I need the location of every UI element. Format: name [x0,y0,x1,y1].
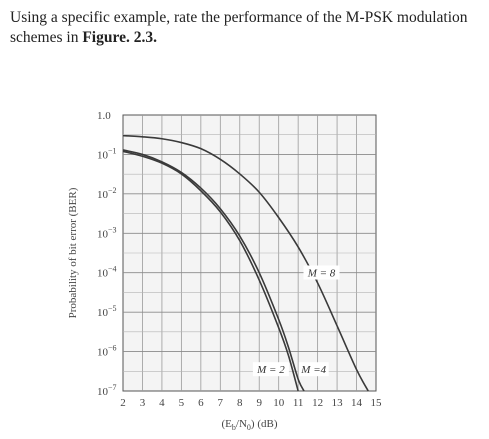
x-tick-label: 9 [256,397,262,409]
label-m4: M =4 [300,364,326,376]
question-line-2: schemes in Figure. 2.3. [10,28,480,48]
y-tick-label: 10−7 [97,383,117,398]
label-m2: M = 2 [256,364,285,376]
y-tick-label: 1.0 [97,110,111,122]
x-tick-label: 13 [332,397,344,409]
question-text: Using a specific example, rate the perfo… [10,8,480,48]
label-m4-bg [298,362,329,377]
label-m8: M = 8 [307,267,336,279]
series-line-m2 [122,150,299,392]
x-tick-label: 10 [273,397,285,409]
y-tick-label: 10−6 [97,344,117,359]
y-tick-label: 10−4 [97,265,117,280]
x-tick-label: 6 [198,397,204,409]
grid [123,115,376,391]
y-tick-labels: 1.0 10−1 10−2 10−3 10−4 10−5 10−6 10−7 [97,110,117,398]
x-tick-label: 12 [312,397,323,409]
y-tick-label: 10−2 [97,186,117,201]
label-m2-bg [252,362,289,377]
x-tick-labels: 2 3 4 5 6 7 8 9 10 11 12 13 14 15 [120,397,382,409]
series-line-m8 [122,134,369,392]
x-tick-label: 8 [237,397,243,409]
series-line-m4 [122,149,305,392]
x-tick-label: 5 [179,397,185,409]
x-tick-label: 2 [120,397,126,409]
label-m8-bg [303,265,340,280]
x-tick-label: 15 [371,397,383,409]
y-tick-label: 10−3 [97,225,117,240]
x-tick-label: 7 [218,397,224,409]
question-line-1: Using a specific example, rate the perfo… [10,9,468,26]
curves [122,134,369,392]
x-tick-label: 14 [351,397,363,409]
x-tick-label: 3 [140,397,146,409]
question-line-2-prefix: schemes in [10,29,83,46]
figure-reference: Figure. 2.3. [82,29,157,46]
y-axis-label: Probability of bit error (BER) [67,187,79,318]
y-tick-label: 10−5 [97,304,117,319]
x-tick-label: 11 [293,397,304,409]
curve-labels: M = 8 M = 2 M =4 [252,265,340,377]
y-tick-label: 10−1 [97,146,117,161]
x-tick-label: 4 [159,397,165,409]
x-axis-label: (Eb/N0) (dB) [222,418,278,432]
